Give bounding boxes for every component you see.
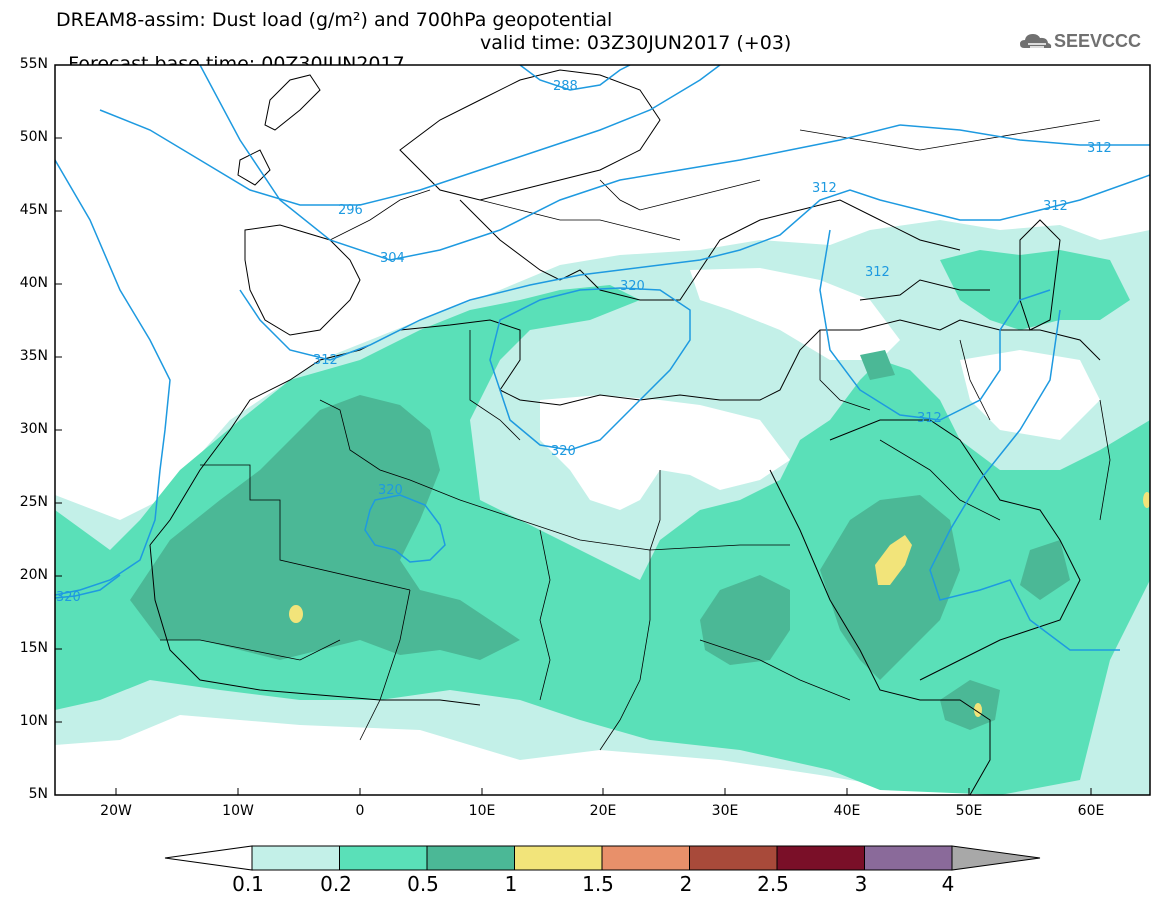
dust-region-dark-oman (1020, 540, 1070, 600)
contour-312-main (55, 159, 171, 596)
coastlines (149, 69, 1101, 795)
map-title: DREAM8-assim: Dust load (g/m²) and 700hP… (56, 9, 613, 31)
contour-label: 320 (56, 590, 81, 605)
contour-label: 312 (917, 411, 942, 426)
lon-label: 0 (355, 803, 365, 819)
contour-304 (199, 65, 901, 261)
lat-label: 35N (19, 348, 48, 364)
contour-label: 312 (812, 181, 837, 196)
dust-region-dark-syria (860, 350, 895, 380)
dust-region-high-mali (289, 605, 303, 623)
lat-label: 5N (28, 786, 48, 802)
clear-area-turkey (690, 268, 900, 360)
country-borders (160, 119, 1111, 751)
contour-label: 312 (313, 353, 338, 368)
contour-labels: 288 296 304 312 312 312 312 312 312 320 … (56, 79, 1112, 605)
lat-label: 20N (19, 567, 48, 583)
contour-312-east (899, 124, 1150, 146)
contour-320-north (489, 287, 691, 451)
lat-label: 30N (19, 421, 48, 437)
lat-label: 25N (19, 494, 48, 510)
legend-label: 0.1 (232, 872, 264, 896)
logo-text: SEEVCCC (1054, 31, 1142, 51)
cloud-logo-icon (1020, 34, 1052, 48)
lat-label: 15N (19, 640, 48, 656)
dust-region-mid-caspian (940, 250, 1130, 330)
legend-label: 0.5 (407, 872, 439, 896)
legend-label: 0.2 (320, 872, 352, 896)
dust-fill-layers (55, 65, 1150, 795)
legend-label: 2.5 (757, 872, 789, 896)
contour-label: 296 (338, 203, 363, 218)
contour-label: 320 (620, 279, 645, 294)
clear-area-libya-egypt (540, 395, 790, 510)
lon-label: 50E (955, 803, 983, 819)
contour-label: 312 (865, 265, 890, 280)
lon-label: 20E (589, 803, 617, 819)
lat-label: 40N (19, 275, 48, 291)
contour-label: 312 (1043, 199, 1068, 214)
dust-region-dark-arabia (820, 495, 960, 680)
clear-area-iran (960, 350, 1100, 440)
geopotential-contours (55, 65, 1150, 651)
lon-label: 20W (100, 803, 132, 819)
lat-label: 45N (19, 202, 48, 218)
dust-region-dark-sudan (700, 575, 790, 665)
dust-region-dark-sahara (130, 395, 520, 660)
contour-label: 312 (1087, 141, 1112, 156)
contour-312-arabia (819, 229, 1051, 421)
dust-region-high-arabia (875, 535, 912, 585)
legend-label: 4 (941, 872, 955, 896)
contour-label: 320 (378, 483, 403, 498)
lon-label: 60E (1077, 803, 1105, 819)
lon-label: 10W (222, 803, 254, 819)
legend-label: 2 (679, 872, 693, 896)
contour-312-north (239, 174, 1150, 361)
legend-label: 3 (854, 872, 868, 896)
valid-time-text: valid time: 03Z30JUN2017 (+03) (480, 32, 792, 54)
dust-region-high-oman (1143, 492, 1150, 508)
lat-label: 55N (19, 56, 48, 72)
contour-312-oman (929, 309, 1120, 651)
lat-label: 10N (19, 713, 48, 729)
legend-label: 1.5 (582, 872, 614, 896)
axis-ticks (55, 64, 1092, 796)
legend-label: 1 (504, 872, 518, 896)
dust-region-dark-somalia (940, 680, 1000, 730)
contour-label: 288 (553, 79, 578, 94)
contour-label: 304 (380, 251, 405, 266)
lat-label: 50N (19, 129, 48, 145)
contour-320-mali (364, 494, 446, 563)
lon-label: 40E (833, 803, 861, 819)
contour-296 (99, 65, 721, 206)
lon-label: 30E (711, 803, 739, 819)
contour-320-west (55, 574, 121, 599)
contour-288 (519, 65, 631, 91)
contour-label: 320 (551, 444, 576, 459)
lon-label: 10E (468, 803, 496, 819)
